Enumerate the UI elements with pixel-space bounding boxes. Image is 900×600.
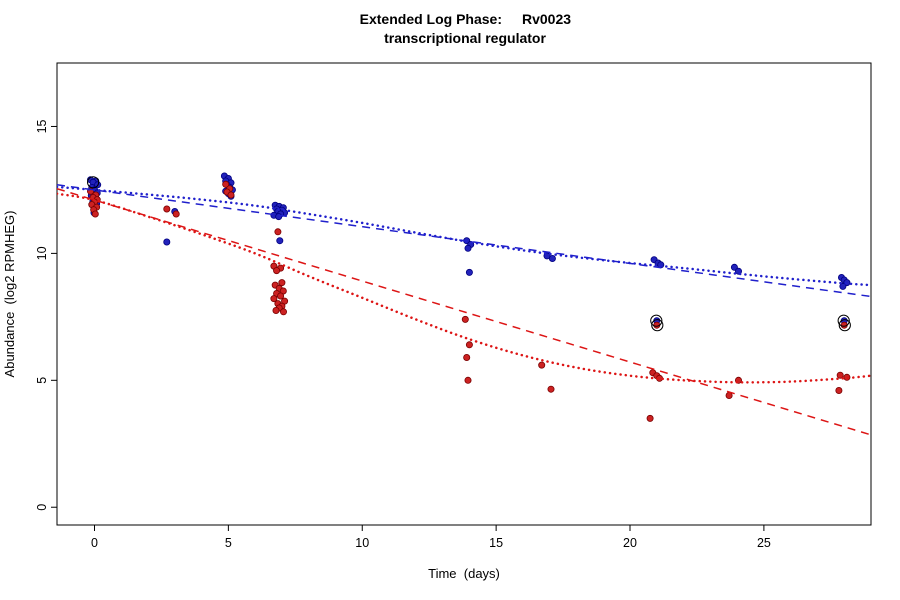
y-tick-label: 5 — [35, 377, 49, 384]
data-point-red — [835, 386, 843, 394]
data-point-blue — [548, 254, 556, 262]
x-tick-label: 20 — [623, 536, 637, 550]
data-point-red — [646, 414, 654, 422]
highlight-ring — [651, 319, 664, 332]
plot-title-main: Extended Log Phase: — [360, 11, 502, 27]
highlight-ring — [650, 314, 663, 327]
x-tick-label: 15 — [489, 536, 503, 550]
data-point-red — [547, 385, 555, 393]
y-axis-label: Abundance (log2 RPMHEG) — [2, 211, 17, 378]
data-point-blue — [735, 267, 743, 275]
highlight-ring — [87, 176, 100, 189]
data-point-red — [163, 205, 171, 213]
data-point-red — [277, 292, 285, 300]
x-tick-label: 25 — [757, 536, 771, 550]
data-point-blue — [163, 238, 171, 246]
data-point-red — [836, 371, 844, 379]
data-point-blue — [839, 282, 847, 290]
plot-area: 0 5 10 15 20 25 0 5 10 15 — [35, 62, 872, 550]
blue-smooth-fit — [57, 185, 871, 287]
red-smooth-fit — [57, 192, 871, 384]
data-point-red — [461, 315, 469, 323]
x-tick-label: 5 — [225, 536, 232, 550]
data-point-red — [270, 295, 278, 303]
plot-title-subtitle: transcriptional regulator — [384, 30, 546, 46]
highlight-ring — [838, 319, 851, 332]
x-tick-label: 0 — [91, 536, 98, 550]
y-tick-label: 0 — [35, 504, 49, 511]
data-point-red — [274, 228, 282, 236]
data-point-red — [272, 306, 280, 314]
x-tick-label: 10 — [355, 536, 369, 550]
data-point-red — [91, 210, 99, 218]
data-point-red — [464, 376, 472, 384]
data-point-blue — [465, 268, 473, 276]
plot-title-gene: Rv0023 — [522, 11, 571, 27]
data-point-red — [279, 308, 287, 316]
plot-box — [56, 62, 872, 526]
data-point-red — [227, 191, 235, 199]
x-axis-label: Time (days) — [428, 566, 500, 581]
data-point-red — [222, 180, 230, 188]
red-linear-fit — [57, 187, 871, 436]
y-tick-label: 10 — [35, 246, 49, 260]
data-point-blue — [276, 237, 284, 245]
data-point-red — [463, 353, 471, 361]
data-point-red — [465, 341, 473, 349]
data-point-red — [273, 267, 281, 275]
data-point-red — [538, 361, 546, 369]
data-point-blue — [464, 244, 472, 252]
data-point-red — [172, 210, 180, 218]
y-tick-label: 15 — [35, 119, 49, 133]
fit-line-layer — [57, 184, 871, 436]
blue-linear-fit — [57, 184, 871, 298]
highlight-ring — [837, 314, 850, 327]
data-point-blue — [275, 213, 283, 221]
data-point-red — [278, 279, 286, 287]
